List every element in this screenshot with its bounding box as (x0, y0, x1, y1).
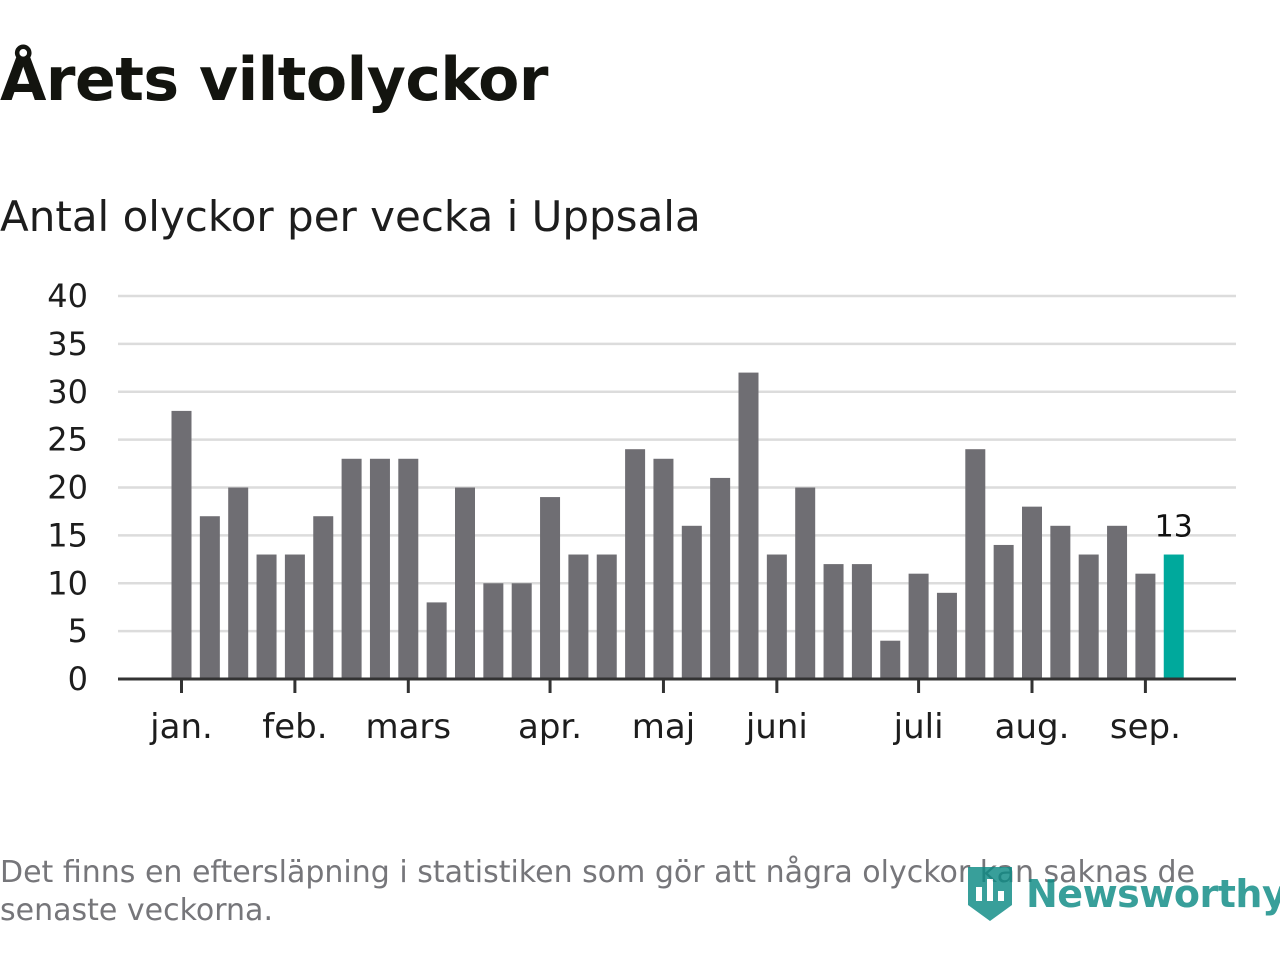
y-tick-label: 30 (47, 373, 88, 411)
x-tick-label: maj (632, 707, 695, 747)
brand-name: Newsworthy (1026, 872, 1280, 916)
data-labels: 13 (1155, 510, 1193, 545)
bar (171, 410, 192, 679)
bar (199, 516, 220, 679)
bar (313, 516, 334, 679)
newsworthy-brand: Newsworthy (964, 862, 1280, 926)
chart-title: Årets viltolyckor (0, 45, 549, 115)
bar-chart: 0 5 10 15 20 25 30 35 40 jan. feb. mars apr. maj juni… (47, 277, 1236, 747)
bars (171, 372, 1184, 679)
bar (681, 525, 702, 679)
bar (823, 564, 844, 679)
y-tick-label: 20 (47, 469, 88, 507)
bar (540, 497, 561, 679)
bar (710, 477, 731, 679)
chart-subtitle: Antal olyckor per vecka i Uppsala (0, 192, 701, 241)
bar (1050, 525, 1071, 679)
bar (483, 583, 504, 679)
bar (625, 449, 646, 679)
bar (398, 458, 419, 679)
bar (851, 564, 872, 679)
y-tick-label: 40 (47, 277, 88, 315)
y-tick-label: 10 (47, 564, 88, 602)
y-tick-label: 25 (47, 421, 88, 459)
bar (228, 487, 249, 679)
bar (426, 602, 447, 679)
x-tick-label: feb. (262, 707, 327, 747)
y-tick-label: 0 (68, 660, 88, 698)
y-tick-label: 35 (47, 325, 88, 363)
bar (993, 544, 1014, 679)
x-axis: jan. feb. mars apr. maj juni juli aug. sep. (118, 677, 1236, 747)
highlight-value-label: 13 (1155, 510, 1193, 545)
bar-highlighted (1163, 554, 1184, 679)
x-tick-label: juli (893, 707, 944, 747)
bar (568, 554, 589, 679)
x-tick-label: apr. (518, 707, 582, 747)
x-tick-label: sep. (1110, 707, 1181, 747)
x-tick-label: jan. (149, 707, 213, 747)
bar (369, 458, 390, 679)
bar (936, 592, 957, 679)
x-tick-label: aug. (995, 707, 1070, 747)
bar (653, 458, 674, 679)
bar (965, 449, 986, 679)
bar (908, 573, 929, 679)
bar (880, 640, 901, 679)
bar (1107, 525, 1128, 679)
bar (1078, 554, 1099, 679)
bar (256, 554, 277, 679)
bar (455, 487, 475, 679)
y-tick-label: 5 (68, 612, 88, 650)
bar (341, 458, 362, 679)
newsworthy-logo-icon (968, 867, 1012, 921)
x-tick-label: juni (745, 707, 808, 747)
y-tick-label: 15 (47, 516, 88, 554)
bar (284, 554, 305, 679)
gridlines (118, 294, 1236, 633)
bar (596, 554, 617, 679)
x-tick-label: mars (365, 707, 451, 747)
bar (766, 554, 787, 679)
bar (795, 487, 816, 679)
bar (738, 372, 759, 679)
bar (1022, 506, 1042, 679)
bar (1135, 573, 1156, 679)
bar (511, 583, 532, 679)
y-axis-tick-labels: 0 5 10 15 20 25 30 35 40 (47, 277, 88, 698)
